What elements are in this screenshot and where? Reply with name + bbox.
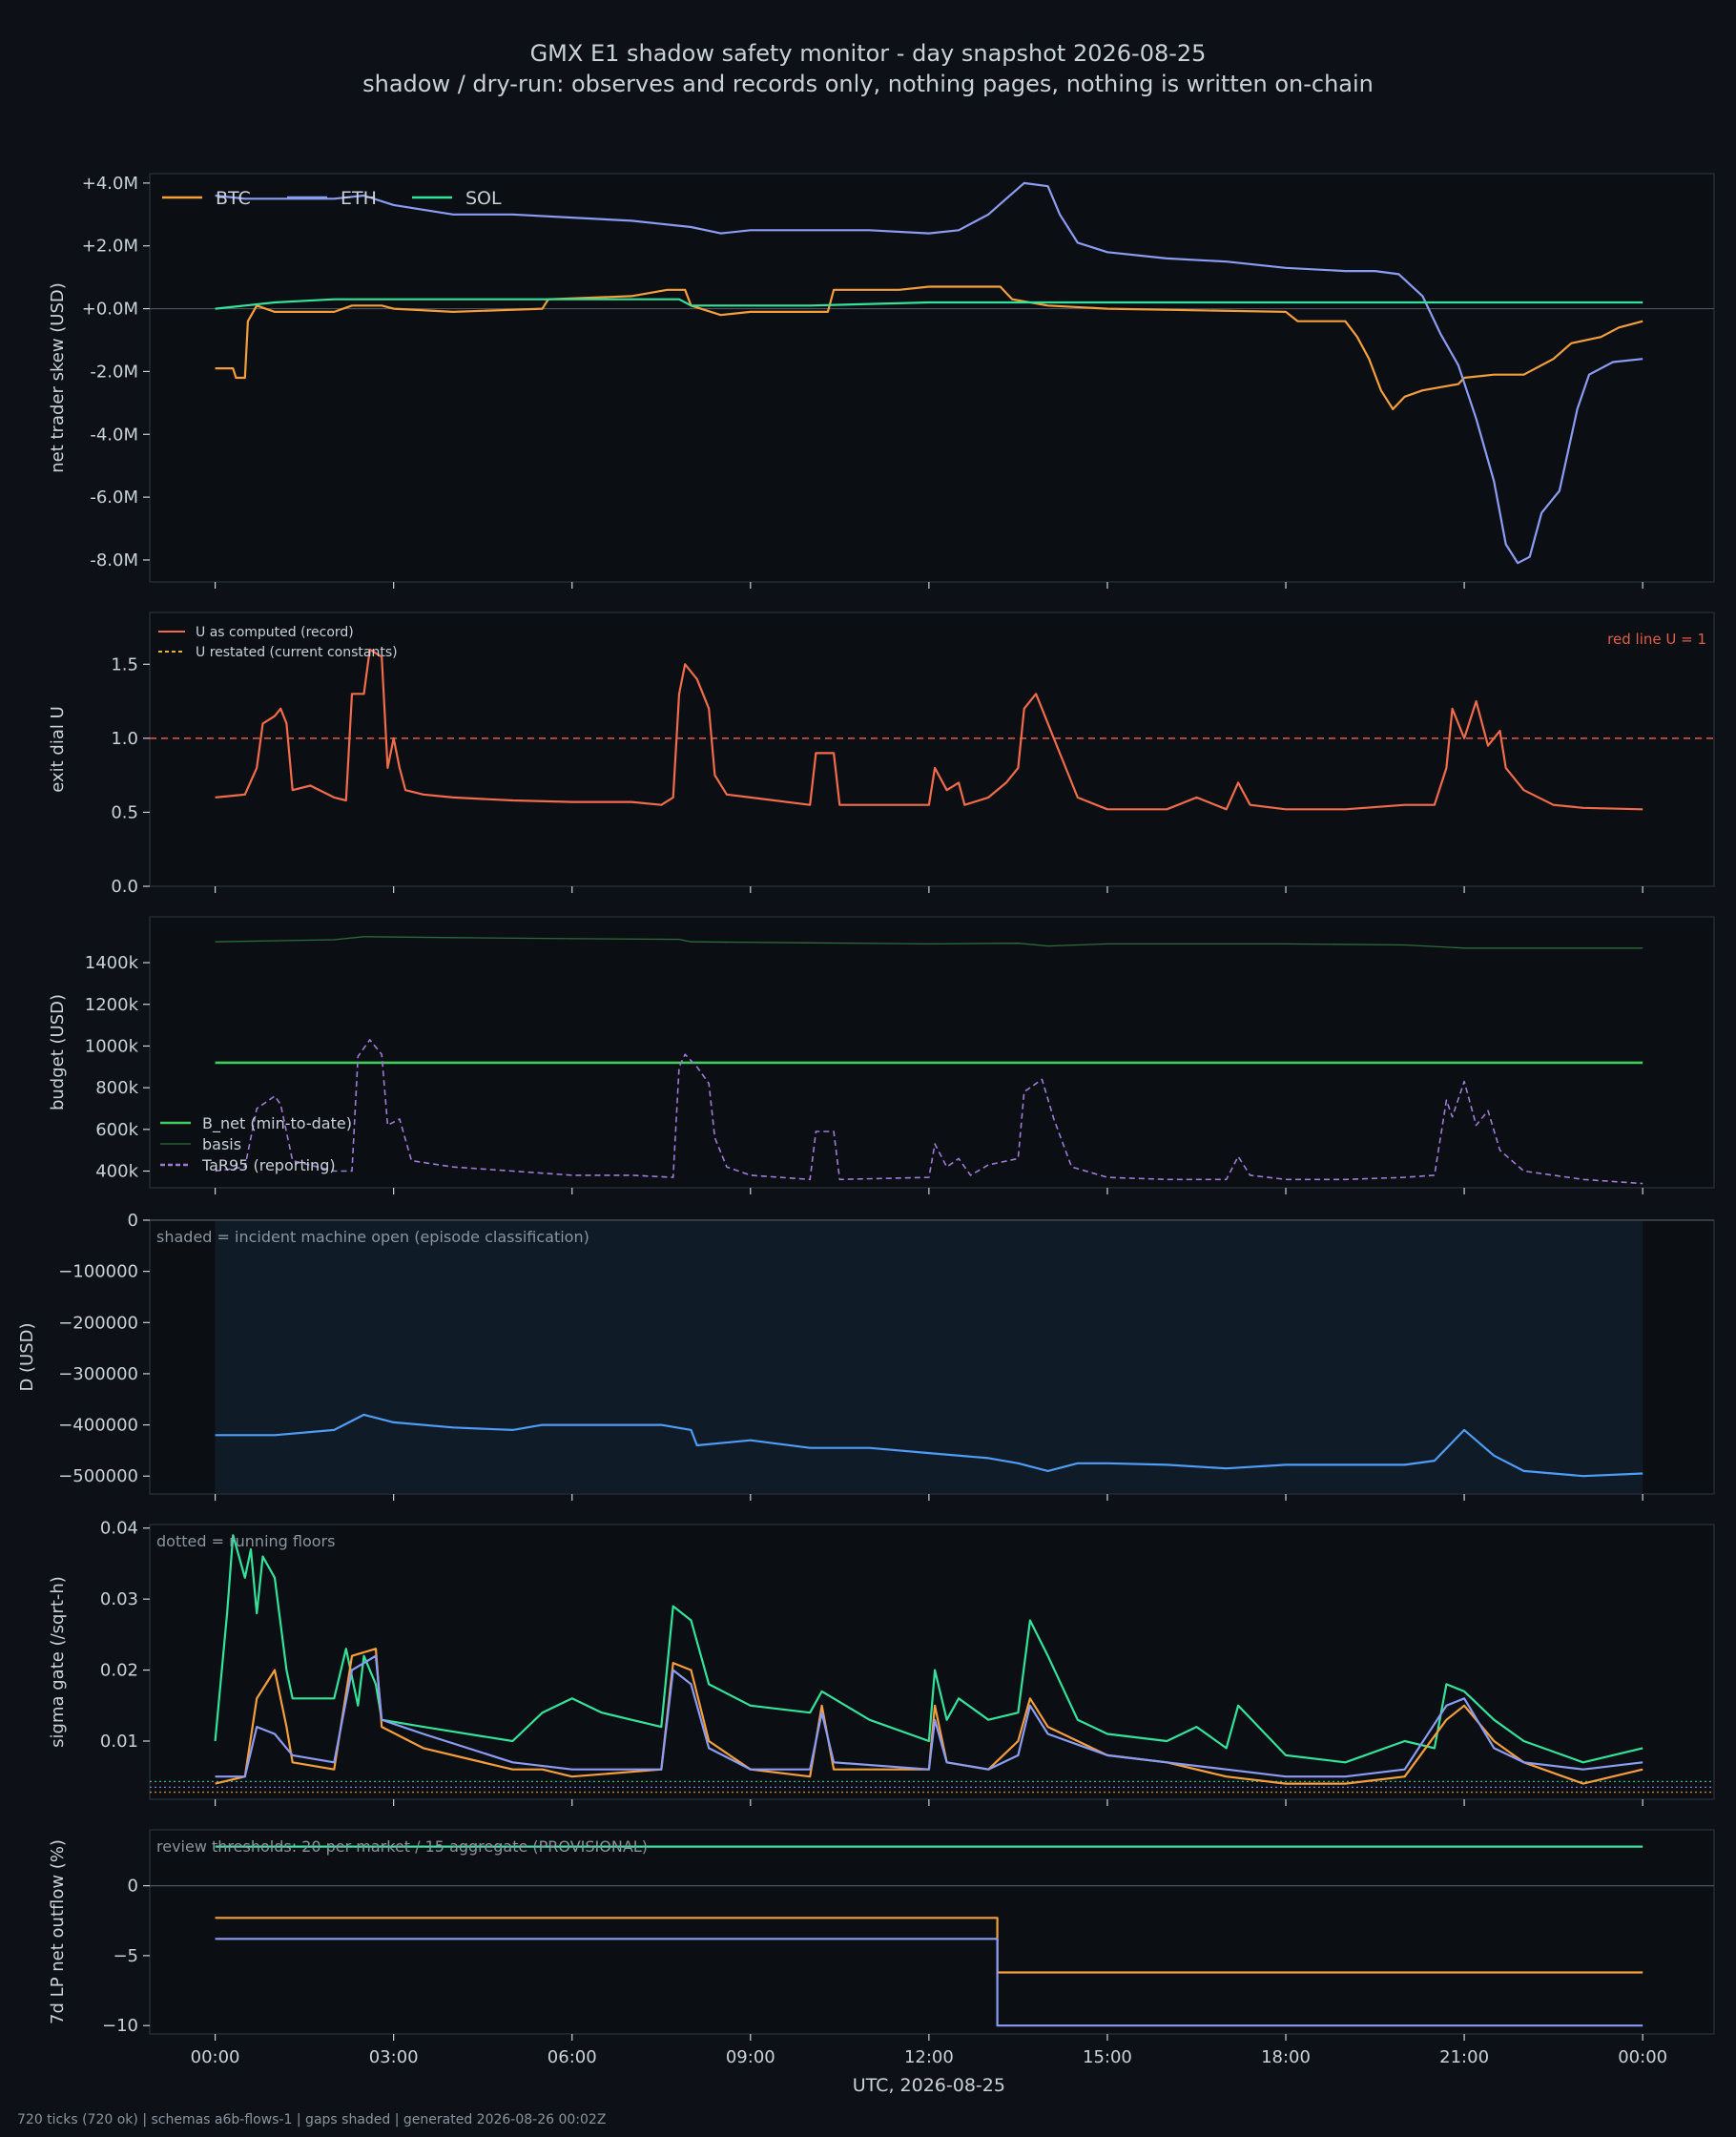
- y-tick-label: +2.0M: [82, 237, 138, 257]
- y-tick-label: 0.5: [111, 802, 138, 822]
- y-tick-label: −500000: [58, 1466, 138, 1486]
- legend-label: U as computed (record): [196, 625, 354, 640]
- series-btc: [215, 285, 1643, 410]
- y-tick-label: +4.0M: [82, 174, 138, 194]
- y-axis-label: D (USD): [17, 1322, 37, 1391]
- y-tick-label: −100000: [58, 1262, 138, 1282]
- y-tick-label: 400k: [95, 1162, 138, 1182]
- series-btc: [215, 1648, 1643, 1785]
- y-tick-label: 800k: [95, 1078, 138, 1098]
- x-tick-label: 03:00: [369, 2047, 419, 2067]
- x-tick-label: 06:00: [548, 2047, 597, 2067]
- x-tick-label: 18:00: [1261, 2047, 1311, 2067]
- legend-label: BTC: [216, 188, 251, 209]
- y-tick-label: −200000: [58, 1313, 138, 1333]
- series-u-as-computed-record-: [215, 648, 1643, 811]
- red-line-label: red line U = 1: [1607, 631, 1706, 648]
- y-tick-label: −5: [113, 1946, 138, 1966]
- x-tick-label: 00:00: [191, 2047, 240, 2067]
- y-axis-label: budget (USD): [48, 994, 68, 1110]
- panel-note: review thresholds: 20 per market / 15 ag…: [156, 1837, 648, 1856]
- legend-label: basis: [202, 1135, 241, 1153]
- y-tick-label: -2.0M: [90, 362, 138, 382]
- y-tick-label: 0: [128, 1877, 138, 1897]
- series-sol: [214, 1534, 1643, 1764]
- legend-label: TaR95 (reporting): [201, 1156, 336, 1174]
- legend-label: B_net (min-to-date): [202, 1114, 352, 1133]
- plot-area: [149, 1524, 1715, 1800]
- y-tick-label: 1400k: [85, 953, 139, 973]
- y-tick-label: −400000: [58, 1416, 138, 1436]
- y-tick-label: −300000: [58, 1364, 138, 1384]
- y-axis-label: net trader skew (USD): [48, 282, 68, 473]
- y-tick-label: 0.02: [100, 1661, 138, 1681]
- y-axis-label: 7d LP net outflow (%): [48, 1839, 68, 2024]
- plot-area: [149, 612, 1715, 887]
- x-tick-label: 21:00: [1439, 2047, 1489, 2067]
- panel-sigma: 0.01 0.02 0.03 0.04 sigma gate (/sqrt-h) dott…: [48, 1519, 1715, 1806]
- y-tick-label: 0.04: [100, 1519, 138, 1539]
- series-sol: [215, 298, 1643, 310]
- x-tick-label: 09:00: [726, 2047, 775, 2067]
- x-tick-label: 15:00: [1083, 2047, 1132, 2067]
- plot-area: [149, 1829, 1715, 2035]
- y-tick-label: 1200k: [85, 995, 139, 1015]
- panel-exit_dial: red line U = 1 0.0 0.5 1.0 1.5 exit dial U U a…: [48, 612, 1715, 897]
- panel-note: shaded = incident machine open (episode …: [156, 1228, 589, 1246]
- panel-skew: +4.0M +2.0M +0.0M -2.0M -4.0M -6.0M -8.0M net t…: [48, 173, 1715, 589]
- y-tick-label: 1000k: [85, 1036, 139, 1056]
- series-tar95-reporting-: [215, 1039, 1643, 1185]
- y-tick-label: 0.03: [100, 1589, 138, 1609]
- y-tick-label: -6.0M: [90, 488, 138, 508]
- panel-note: dotted = running floors: [156, 1532, 335, 1550]
- panel-budget: 400k 600k 800k 1000k 1200k 1400k budget (USD) B…: [48, 916, 1715, 1194]
- y-tick-label: −10: [102, 2016, 138, 2036]
- footer-status: 720 ticks (720 ok) | schemas a6b-flows-1…: [17, 2112, 607, 2127]
- series-eth: [215, 181, 1643, 565]
- figure-subtitle: shadow / dry-run: observes and records o…: [362, 71, 1374, 97]
- y-tick-label: -8.0M: [90, 550, 138, 571]
- x-tick-label: 12:00: [904, 2047, 954, 2067]
- series-eth: [215, 1654, 1643, 1778]
- y-tick-label: 600k: [95, 1120, 138, 1140]
- incident-shade: [215, 1221, 1643, 1493]
- y-axis-label: exit dial U: [48, 706, 68, 793]
- y-tick-label: +0.0M: [82, 300, 138, 320]
- legend-label: ETH: [341, 188, 377, 209]
- x-axis-label: UTC, 2026-08-25: [853, 2075, 1005, 2096]
- series-d: [215, 1413, 1643, 1478]
- legend-label: U restated (current constants): [196, 645, 398, 660]
- y-tick-label: 0.01: [100, 1732, 138, 1752]
- x-tick-label: 00:00: [1618, 2047, 1667, 2067]
- figure-title: GMX E1 shadow safety monitor - day snaps…: [529, 40, 1207, 67]
- y-tick-label: 0.0: [111, 877, 138, 897]
- y-tick-label: -4.0M: [90, 425, 138, 445]
- panel-drawdown: 0 −100000 −200000 −300000 −400000 −500000 D (U…: [17, 1211, 1715, 1501]
- plot-area: [149, 916, 1715, 1189]
- series-basis: [215, 936, 1643, 949]
- y-tick-label: 1.5: [111, 654, 138, 674]
- legend-label: SOL: [465, 188, 502, 209]
- y-tick-label: 1.0: [111, 729, 138, 749]
- y-tick-label: 0: [128, 1211, 138, 1231]
- y-axis-label: sigma gate (/sqrt-h): [48, 1576, 68, 1748]
- panel-lp_outflow: 0 −5 −10 7d LP net outflow (%) review thresh…: [48, 1829, 1715, 2041]
- series-eth: [215, 1938, 1643, 2027]
- plot-area: [149, 173, 1715, 583]
